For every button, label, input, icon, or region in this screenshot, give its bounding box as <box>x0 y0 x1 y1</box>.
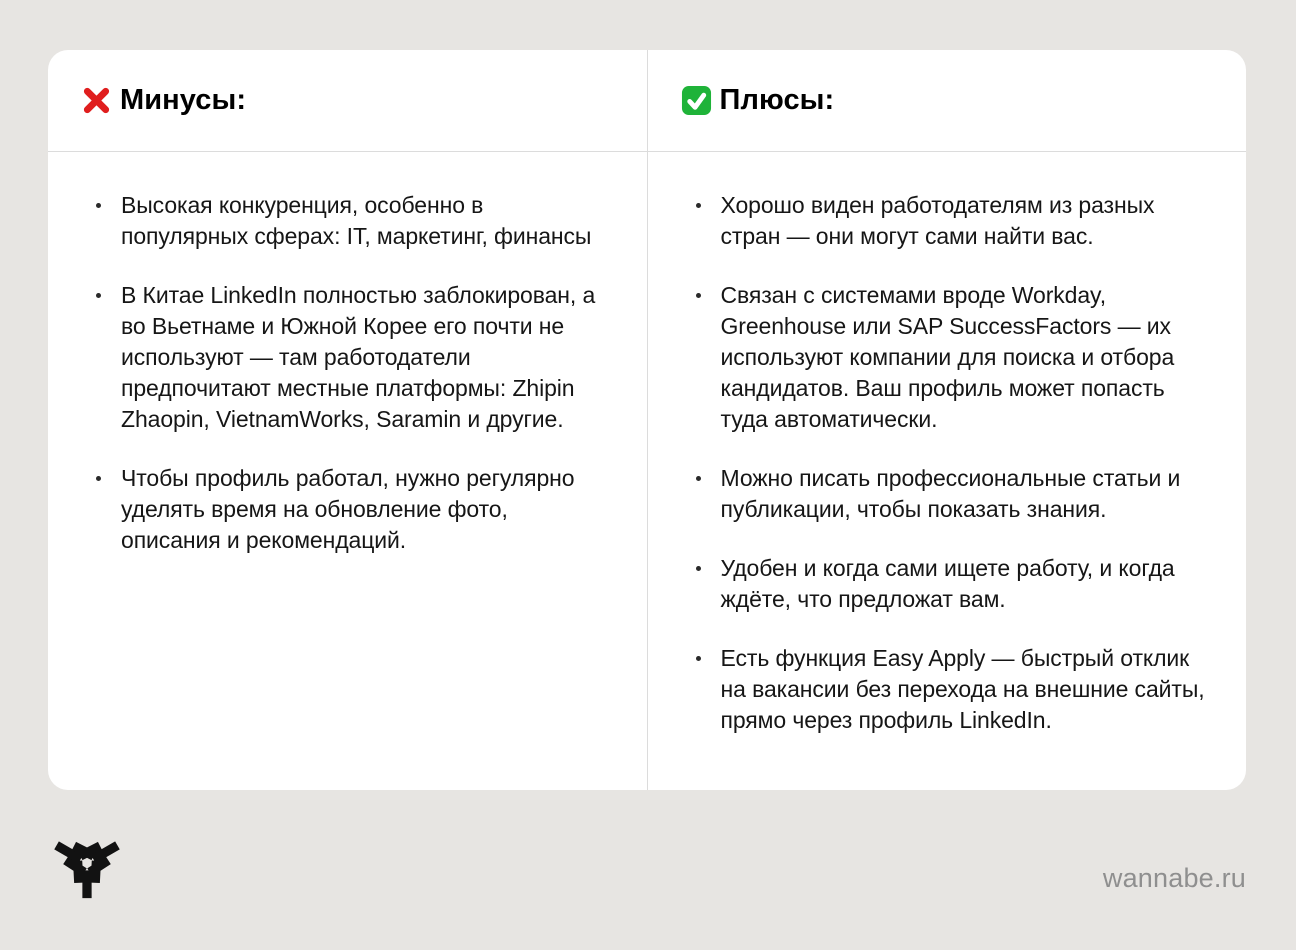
cons-column: Минусы: Высокая конкуренция, особенно в … <box>48 50 648 790</box>
pros-header: Плюсы: <box>647 50 1246 152</box>
list-item-text: Можно писать профессиональные статьи и п… <box>720 465 1181 522</box>
green-check-icon <box>681 85 712 116</box>
list-item: В Китае LinkedIn полностью заблокирован,… <box>96 280 614 435</box>
list-item-text: Хорошо виден работодателям из разных стр… <box>720 192 1155 249</box>
pros-list: Хорошо виден работодателям из разных стр… <box>648 152 1247 764</box>
red-cross-icon <box>81 85 112 116</box>
list-item-text: Связан с системами вроде Workday, Greenh… <box>720 282 1175 432</box>
list-item: Есть функция Easy Apply — быстрый отклик… <box>695 643 1214 736</box>
list-item-text: Есть функция Easy Apply — быстрый отклик… <box>720 645 1205 733</box>
list-item: Хорошо виден работодателям из разных стр… <box>695 190 1214 252</box>
list-item: Высокая конкуренция, особенно в популярн… <box>96 190 614 252</box>
list-item-text: Удобен и когда сами ищете работу, и когд… <box>720 555 1175 612</box>
list-item-text: Высокая конкуренция, особенно в популярн… <box>121 192 592 249</box>
cons-title: Минусы: <box>120 84 247 116</box>
cons-header: Минусы: <box>48 50 647 152</box>
footer-brand-url: wannabe.ru <box>1102 863 1246 893</box>
wannabe-logo-icon <box>50 824 124 902</box>
footer: wannabe.ru <box>50 824 1246 902</box>
list-item: Чтобы профиль работал, нужно регулярно у… <box>96 463 614 556</box>
list-item-text: В Китае LinkedIn полностью заблокирован,… <box>121 282 596 432</box>
list-item: Можно писать профессиональные статьи и п… <box>695 463 1214 525</box>
cons-list: Высокая конкуренция, особенно в популярн… <box>48 152 647 584</box>
list-item-text: Чтобы профиль работал, нужно регулярно у… <box>121 465 575 553</box>
comparison-card: Минусы: Высокая конкуренция, особенно в … <box>48 50 1246 790</box>
list-item: Удобен и когда сами ищете работу, и когд… <box>695 553 1214 615</box>
pros-column: Плюсы: Хорошо виден работодателям из раз… <box>647 50 1247 790</box>
pros-title: Плюсы: <box>719 84 835 116</box>
list-item: Связан с системами вроде Workday, Greenh… <box>695 280 1214 435</box>
